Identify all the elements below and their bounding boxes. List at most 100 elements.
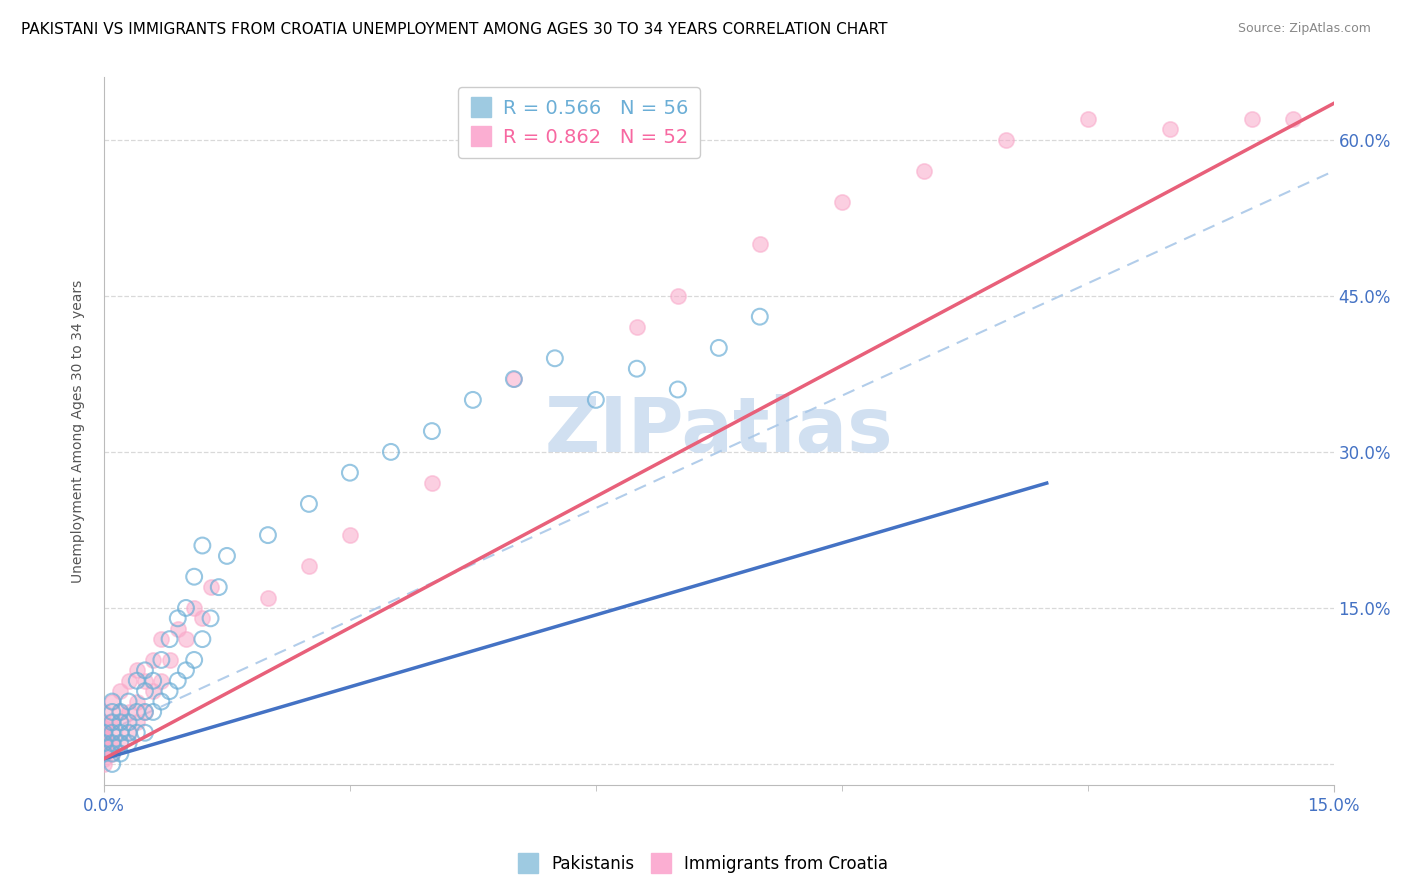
Point xyxy=(166,611,188,625)
Point xyxy=(420,476,443,491)
Point xyxy=(707,341,730,355)
Point xyxy=(134,705,156,719)
Point xyxy=(93,715,115,730)
Point xyxy=(257,528,280,542)
Point xyxy=(142,673,165,688)
Point xyxy=(117,694,139,708)
Point xyxy=(166,622,188,636)
Point xyxy=(1240,112,1263,126)
Point xyxy=(183,570,205,584)
Point xyxy=(1077,112,1099,126)
Text: Source: ZipAtlas.com: Source: ZipAtlas.com xyxy=(1237,22,1371,36)
Legend: Pakistanis, Immigrants from Croatia: Pakistanis, Immigrants from Croatia xyxy=(512,848,894,880)
Point xyxy=(110,736,132,750)
Point xyxy=(257,591,280,605)
Point xyxy=(110,715,132,730)
Point xyxy=(101,747,124,761)
Point xyxy=(626,361,648,376)
Point xyxy=(191,611,214,625)
Point xyxy=(93,725,115,739)
Point xyxy=(101,725,124,739)
Point xyxy=(461,392,484,407)
Point xyxy=(215,549,238,563)
Point xyxy=(134,684,156,698)
Point xyxy=(117,673,139,688)
Point xyxy=(117,736,139,750)
Point xyxy=(200,611,222,625)
Text: PAKISTANI VS IMMIGRANTS FROM CROATIA UNEMPLOYMENT AMONG AGES 30 TO 34 YEARS CORR: PAKISTANI VS IMMIGRANTS FROM CROATIA UNE… xyxy=(21,22,887,37)
Point xyxy=(666,383,689,397)
Point xyxy=(110,736,132,750)
Point xyxy=(502,372,524,386)
Point xyxy=(174,632,197,647)
Point xyxy=(150,632,173,647)
Point xyxy=(93,705,115,719)
Point xyxy=(150,694,173,708)
Point xyxy=(93,736,115,750)
Point xyxy=(101,747,124,761)
Point xyxy=(117,725,139,739)
Point xyxy=(101,705,124,719)
Point xyxy=(101,694,124,708)
Point xyxy=(159,653,181,667)
Point xyxy=(183,601,205,615)
Point xyxy=(117,715,139,730)
Point xyxy=(339,466,361,480)
Point xyxy=(101,715,124,730)
Point xyxy=(125,673,148,688)
Point xyxy=(110,747,132,761)
Point xyxy=(183,653,205,667)
Point xyxy=(1281,112,1303,126)
Point xyxy=(174,663,197,677)
Point xyxy=(298,559,321,574)
Point xyxy=(191,539,214,553)
Point xyxy=(134,673,156,688)
Point xyxy=(666,289,689,303)
Point xyxy=(93,741,115,756)
Point xyxy=(420,424,443,438)
Point xyxy=(994,133,1017,147)
Legend: R = 0.566   N = 56, R = 0.862   N = 52: R = 0.566 N = 56, R = 0.862 N = 52 xyxy=(458,87,700,158)
Point xyxy=(101,756,124,771)
Point xyxy=(101,694,124,708)
Point xyxy=(831,195,853,210)
Point xyxy=(912,164,935,178)
Point xyxy=(101,736,124,750)
Point xyxy=(101,725,124,739)
Point xyxy=(125,725,148,739)
Point xyxy=(117,725,139,739)
Point xyxy=(502,372,524,386)
Point xyxy=(117,705,139,719)
Point xyxy=(159,632,181,647)
Point xyxy=(298,497,321,511)
Point xyxy=(142,705,165,719)
Point xyxy=(339,528,361,542)
Point xyxy=(110,684,132,698)
Point xyxy=(93,747,115,761)
Point xyxy=(110,725,132,739)
Point xyxy=(748,310,770,324)
Point xyxy=(380,445,402,459)
Point xyxy=(93,721,115,735)
Point xyxy=(150,653,173,667)
Point xyxy=(110,715,132,730)
Point xyxy=(134,663,156,677)
Point xyxy=(125,663,148,677)
Point xyxy=(93,756,115,771)
Point xyxy=(125,694,148,708)
Point xyxy=(93,736,115,750)
Point xyxy=(110,705,132,719)
Point xyxy=(626,320,648,334)
Point xyxy=(150,673,173,688)
Point xyxy=(166,673,188,688)
Y-axis label: Unemployment Among Ages 30 to 34 years: Unemployment Among Ages 30 to 34 years xyxy=(72,279,86,582)
Point xyxy=(125,715,148,730)
Point xyxy=(544,351,567,366)
Point xyxy=(93,752,115,766)
Point xyxy=(748,236,770,251)
Point xyxy=(174,601,197,615)
Point xyxy=(1159,122,1181,136)
Text: ZIPatlas: ZIPatlas xyxy=(544,394,893,468)
Point xyxy=(134,725,156,739)
Point xyxy=(200,580,222,594)
